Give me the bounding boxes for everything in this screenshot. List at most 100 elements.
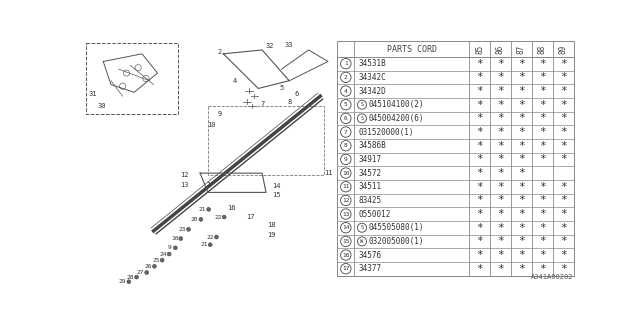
Text: 14: 14 (342, 225, 349, 230)
Bar (208, 106, 324, 175)
Circle shape (134, 275, 138, 279)
Text: 10: 10 (342, 171, 349, 176)
Text: *: * (560, 113, 566, 124)
Text: 5: 5 (344, 102, 348, 107)
Text: 14: 14 (272, 183, 281, 189)
Text: *: * (476, 127, 483, 137)
Text: *: * (539, 127, 546, 137)
Text: *: * (497, 196, 504, 205)
Text: 33: 33 (285, 42, 294, 48)
Text: 1: 1 (205, 182, 210, 188)
Text: *: * (539, 196, 546, 205)
Text: 032005000(1): 032005000(1) (368, 237, 424, 246)
Text: 22: 22 (214, 214, 221, 220)
Text: *: * (560, 236, 566, 246)
Text: 85: 85 (475, 44, 484, 54)
Text: 4: 4 (233, 78, 237, 84)
Text: *: * (497, 209, 504, 219)
Text: *: * (497, 250, 504, 260)
Text: *: * (476, 196, 483, 205)
Bar (337, 42, 573, 276)
Text: *: * (497, 127, 504, 137)
Text: *: * (518, 223, 525, 233)
Text: *: * (560, 86, 566, 96)
Text: 1: 1 (344, 61, 348, 66)
Text: *: * (560, 264, 566, 274)
Text: 31: 31 (89, 91, 97, 97)
Text: 031520000(1): 031520000(1) (358, 128, 413, 137)
Text: 34572: 34572 (358, 169, 381, 178)
Text: 16: 16 (342, 252, 349, 258)
Text: 34511: 34511 (358, 182, 381, 191)
Text: *: * (476, 141, 483, 151)
Text: 24: 24 (159, 252, 166, 257)
Bar (86, 43, 178, 114)
Text: *: * (539, 141, 546, 151)
Text: 87: 87 (517, 44, 526, 54)
Text: *: * (497, 86, 504, 96)
Text: 20: 20 (191, 217, 198, 222)
Text: *: * (518, 141, 525, 151)
Text: *: * (539, 250, 546, 260)
Text: 4: 4 (344, 89, 348, 93)
Text: *: * (476, 182, 483, 192)
Text: 27: 27 (137, 270, 144, 275)
Text: *: * (497, 168, 504, 178)
Text: 21: 21 (198, 207, 206, 212)
Text: 83425: 83425 (358, 196, 381, 205)
Text: 11: 11 (324, 170, 333, 176)
Circle shape (222, 215, 226, 219)
Text: 6: 6 (295, 91, 299, 97)
Circle shape (179, 237, 182, 241)
Text: *: * (497, 59, 504, 69)
Text: *: * (518, 127, 525, 137)
Text: 8: 8 (344, 143, 348, 148)
Text: 30: 30 (97, 103, 106, 109)
Text: 28: 28 (127, 275, 134, 280)
Text: *: * (476, 209, 483, 219)
Text: *: * (497, 223, 504, 233)
Text: *: * (476, 250, 483, 260)
Text: 12: 12 (180, 172, 189, 179)
Text: 6: 6 (344, 116, 348, 121)
Text: *: * (497, 141, 504, 151)
Circle shape (187, 228, 191, 231)
Text: 2: 2 (218, 49, 222, 55)
Text: 13: 13 (342, 212, 349, 217)
Circle shape (152, 264, 156, 268)
Text: 9: 9 (167, 245, 171, 250)
Text: 9: 9 (218, 111, 221, 117)
Text: *: * (518, 196, 525, 205)
Text: W: W (360, 239, 364, 244)
Text: 29: 29 (119, 279, 126, 284)
Text: *: * (497, 113, 504, 124)
Circle shape (167, 252, 171, 256)
Text: 7: 7 (344, 130, 348, 134)
Text: 0550012: 0550012 (358, 210, 390, 219)
Text: *: * (497, 100, 504, 110)
Text: *: * (539, 223, 546, 233)
Text: *: * (539, 113, 546, 124)
Text: *: * (539, 100, 546, 110)
Text: *: * (476, 113, 483, 124)
Text: 34531B: 34531B (358, 59, 386, 68)
Text: *: * (476, 168, 483, 178)
Text: 15: 15 (272, 192, 281, 198)
Text: 89: 89 (559, 44, 568, 54)
Text: *: * (476, 100, 483, 110)
Text: 045505080(1): 045505080(1) (368, 223, 424, 232)
Text: *: * (518, 113, 525, 124)
Text: 12: 12 (342, 198, 349, 203)
Text: *: * (476, 86, 483, 96)
Text: 045104100(2): 045104100(2) (368, 100, 424, 109)
Text: 045004200(6): 045004200(6) (368, 114, 424, 123)
Text: 17: 17 (246, 214, 255, 220)
Text: *: * (518, 168, 525, 178)
Text: *: * (497, 236, 504, 246)
Text: S: S (360, 225, 364, 230)
Text: 26: 26 (145, 264, 152, 269)
Text: 17: 17 (342, 266, 349, 271)
Text: *: * (518, 100, 525, 110)
Text: *: * (497, 72, 504, 82)
Text: *: * (476, 223, 483, 233)
